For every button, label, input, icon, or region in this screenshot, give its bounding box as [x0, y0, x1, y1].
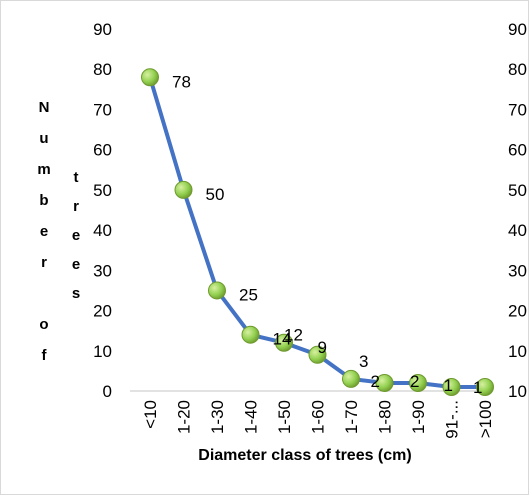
y-tick-label-right: 80	[508, 60, 527, 79]
data-label: 14	[273, 330, 292, 349]
x-tick-label: 1-80	[376, 400, 395, 434]
y-title-letter: s	[72, 285, 80, 302]
data-label: 78	[172, 72, 191, 91]
data-label: 12	[284, 326, 303, 345]
x-tick-label: 1-20	[175, 400, 194, 434]
y-tick-label: 20	[93, 302, 112, 321]
y-tick-label-right: 10	[508, 382, 527, 401]
y-title-letter: m	[37, 161, 50, 178]
data-label: 25	[239, 285, 258, 304]
y-tick-label-right: 20	[508, 302, 527, 321]
y-tick-label: 50	[93, 181, 112, 200]
data-point-marker	[442, 377, 461, 396]
x-tick-label: >100	[476, 400, 495, 438]
y-title-letter: N	[39, 99, 50, 116]
y-tick-label: 10	[93, 342, 112, 361]
y-tick-label-right: 30	[508, 261, 527, 280]
y-axis-title-col2: trees	[72, 169, 80, 302]
data-label: 2	[371, 372, 380, 391]
x-tick-label: 1-90	[409, 400, 428, 434]
y-tick-label: 90	[93, 20, 112, 39]
y-title-letter: f	[42, 347, 48, 364]
data-point-marker	[409, 373, 427, 392]
y-tick-label: 40	[93, 221, 112, 240]
y-tick-label: 80	[93, 60, 112, 79]
y-axis-right: 10 10 20 30 40 50 60 70 80 90	[508, 20, 527, 401]
data-point-marker	[275, 333, 293, 352]
y-tick-label: 30	[93, 261, 112, 280]
data-point-marker	[375, 373, 394, 392]
y-title-letter: o	[39, 316, 48, 333]
y-tick-label: 0	[103, 382, 112, 401]
x-axis-tick-labels: <10 1-20 1-30 1-40 1-50 1-60 1-70 1-80 1-90 91-..…	[141, 400, 495, 439]
data-label: 2	[410, 372, 419, 391]
data-label: 50	[206, 185, 225, 204]
y-tick-label-right: 60	[508, 141, 527, 160]
y-title-letter: r	[41, 254, 47, 271]
y-title-letter: u	[39, 130, 48, 147]
data-label: 3	[359, 352, 368, 371]
data-point-marker	[141, 68, 159, 87]
y-title-letter: e	[72, 227, 80, 244]
x-tick-label: 1-60	[309, 400, 328, 434]
y-tick-label-right: 90	[508, 20, 527, 39]
y-tick-label-right: 50	[508, 181, 527, 200]
x-tick-label: 1-70	[342, 400, 361, 434]
markers-group	[141, 68, 494, 396]
y-tick-label-right: 10	[508, 342, 527, 361]
y-title-letter: b	[39, 192, 48, 209]
data-point-marker	[208, 281, 226, 300]
x-axis-title: Diameter class of trees (cm)	[198, 447, 411, 464]
data-point-marker	[342, 369, 360, 388]
y-tick-label: 70	[93, 100, 112, 119]
y-title-letter: t	[74, 169, 79, 186]
y-title-letter: e	[40, 223, 48, 240]
data-label: 1	[444, 376, 453, 395]
x-tick-label: <10	[141, 400, 160, 429]
y-tick-label-right: 70	[508, 100, 527, 119]
data-point-marker	[174, 180, 193, 199]
y-title-letter: e	[72, 256, 80, 273]
data-point-marker	[308, 345, 327, 364]
y-tick-label: 60	[93, 141, 112, 160]
data-label: 9	[318, 338, 327, 357]
data-point-marker	[476, 377, 494, 396]
x-tick-label: 91-...	[443, 400, 462, 439]
x-tick-label: 1-50	[275, 400, 294, 434]
x-tick-label: 1-30	[208, 400, 227, 434]
y-axis-left: 0 10 20 30 40 50 60 70 80 90	[93, 20, 112, 401]
y-title-letter: r	[73, 198, 79, 215]
data-point-marker	[241, 325, 260, 344]
x-tick-label: 1-40	[242, 400, 261, 434]
data-label: 1	[473, 378, 482, 397]
y-tick-label-right: 40	[508, 221, 527, 240]
